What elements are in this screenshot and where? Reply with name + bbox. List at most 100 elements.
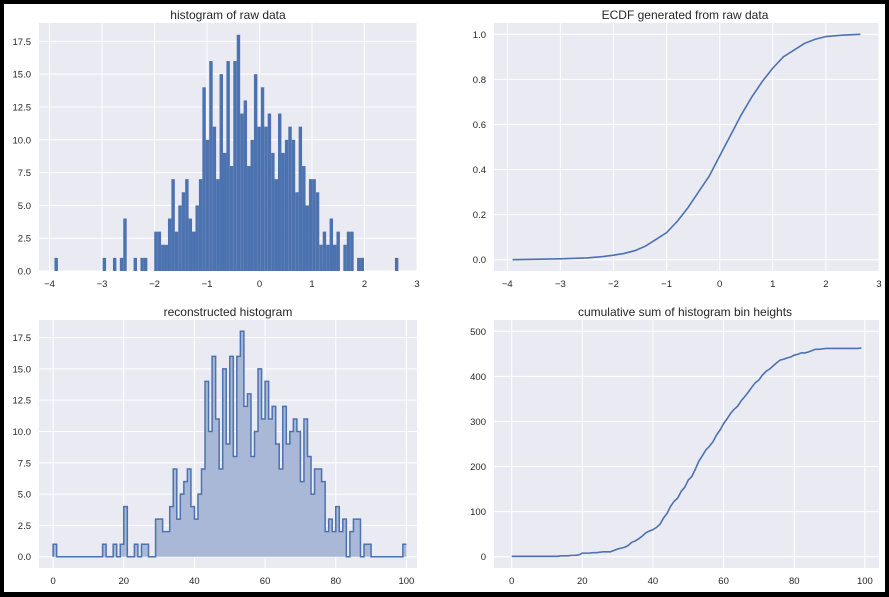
histogram-bar bbox=[308, 179, 313, 271]
histogram-bar bbox=[333, 244, 337, 271]
x-tick-label: −2 bbox=[608, 279, 619, 290]
histogram-bar bbox=[198, 179, 203, 271]
histogram-bar bbox=[357, 257, 361, 271]
histogram-bar bbox=[360, 257, 364, 271]
histogram-bar bbox=[271, 152, 275, 271]
histogram-bar bbox=[174, 231, 179, 271]
histogram-bar bbox=[226, 61, 230, 271]
histogram-bar bbox=[267, 113, 272, 272]
x-tick-label: 2 bbox=[362, 279, 367, 290]
histogram-bar bbox=[350, 231, 354, 271]
histogram-bar bbox=[305, 205, 309, 271]
histogram-bar bbox=[236, 34, 241, 271]
reconstructed-histogram-chart: 0 20 40 60 80 100 0.0 2.5 5.0 7.5 10.0 12.5 15.0 17.5… bbox=[13, 305, 417, 587]
ecdf-line bbox=[512, 33, 861, 261]
histogram-bar bbox=[298, 126, 303, 271]
histogram-bar bbox=[164, 244, 168, 271]
y-tick-label: 0.6 bbox=[473, 120, 486, 131]
histogram-bar bbox=[291, 139, 296, 271]
histogram-bar bbox=[185, 179, 189, 271]
figure-canvas: −4 −3 −2 −1 0 1 2 3 0.0 2.5 5.0 7.5 10.0 12.5 1 5.0 17.5… bbox=[13, 8, 882, 587]
histogram-bar bbox=[264, 126, 268, 271]
x-tick-label: 0 bbox=[509, 576, 514, 587]
chart-title: ECDF generated from raw data bbox=[602, 8, 769, 22]
x-tick-label: 0 bbox=[50, 576, 55, 587]
histogram-bar bbox=[253, 74, 258, 271]
histogram-bar bbox=[315, 192, 320, 271]
y-tick-label: 5.0 bbox=[18, 490, 31, 501]
x-tick-label: 60 bbox=[260, 576, 271, 587]
y-tick-label: 0.0 bbox=[18, 267, 31, 278]
plot-area bbox=[494, 320, 879, 568]
histogram-bar bbox=[140, 257, 144, 271]
histogram-bar bbox=[209, 61, 213, 271]
histogram-bar bbox=[322, 231, 327, 271]
histogram-bar bbox=[326, 244, 330, 271]
y-tick-label: 0.8 bbox=[473, 75, 486, 86]
x-tick-label: 1 bbox=[309, 279, 314, 290]
y-tick-label: 0.2 bbox=[473, 210, 486, 221]
histogram-bar bbox=[123, 218, 127, 271]
histogram-bar bbox=[281, 152, 285, 271]
x-tick-label: 60 bbox=[718, 576, 729, 587]
ecdf-chart: −4 −3 −2 −1 0 1 2 3 0.0 0.2 0.4 0.6 0.8 1.0 ECDF gener… bbox=[473, 8, 882, 290]
y-tick-label: 200 bbox=[470, 462, 486, 473]
y-tick-label: 2.5 bbox=[18, 521, 31, 532]
histogram-bar bbox=[295, 192, 299, 271]
histogram-bar bbox=[343, 244, 347, 271]
histogram-bar bbox=[278, 113, 282, 272]
x-tick-label: 100 bbox=[398, 576, 414, 587]
histogram-bar bbox=[133, 257, 138, 271]
x-tick-label: 80 bbox=[789, 576, 800, 587]
histogram-bar bbox=[243, 100, 248, 271]
x-tick-label: 1 bbox=[770, 279, 775, 290]
x-tick-label: 2 bbox=[823, 279, 828, 290]
histogram-bar bbox=[288, 126, 292, 271]
y-tick-label: 12.5 bbox=[13, 396, 32, 407]
y-tick-label: 100 bbox=[470, 507, 486, 518]
histogram-bar bbox=[394, 257, 399, 271]
x-tick-label: −4 bbox=[44, 279, 55, 290]
cumulative-sum-line bbox=[511, 347, 862, 558]
histogram-bar bbox=[250, 139, 254, 271]
histogram-bar bbox=[195, 205, 199, 271]
histogram-bar bbox=[102, 257, 107, 271]
y-tick-label: 1.0 bbox=[473, 30, 486, 41]
y-tick-label: 500 bbox=[470, 327, 486, 338]
histogram-bar bbox=[167, 218, 172, 271]
y-tick-label: 7.5 bbox=[18, 458, 31, 469]
histogram-bar bbox=[143, 257, 148, 271]
histogram-bar bbox=[229, 166, 234, 271]
x-tick-label: −3 bbox=[97, 279, 108, 290]
histogram-bar bbox=[346, 231, 351, 271]
x-tick-label: 20 bbox=[118, 576, 129, 587]
x-tick-label: 40 bbox=[648, 576, 659, 587]
x-tick-label: −1 bbox=[661, 279, 672, 290]
histogram-bar bbox=[161, 244, 165, 271]
histogram-bar bbox=[329, 218, 334, 271]
histogram-bar bbox=[171, 179, 175, 271]
histogram-bar bbox=[205, 139, 210, 271]
x-tick-label: 20 bbox=[577, 576, 588, 587]
y-tick-label: 10.0 bbox=[13, 135, 32, 146]
histogram-bar bbox=[274, 179, 279, 271]
y-tick-label: 12.5 bbox=[13, 102, 32, 113]
x-tick-label: 3 bbox=[414, 279, 419, 290]
histogram-bar bbox=[247, 166, 251, 271]
histogram-bar bbox=[192, 231, 196, 271]
y-tick-label: 17.5 bbox=[13, 37, 32, 48]
x-tick-label: 0 bbox=[717, 279, 722, 290]
histogram-bar bbox=[219, 74, 223, 271]
y-tick-label: 400 bbox=[470, 372, 486, 383]
histogram-bar bbox=[312, 179, 316, 271]
histogram-step-line bbox=[52, 330, 407, 558]
histogram-bar bbox=[212, 126, 217, 271]
y-tick-label: 5.0 bbox=[18, 201, 31, 212]
y-tick-label: 0 bbox=[481, 552, 486, 563]
y-tick-label: 300 bbox=[470, 417, 486, 428]
plot-area bbox=[494, 23, 879, 271]
x-tick-label: 3 bbox=[876, 279, 881, 290]
histogram-bar bbox=[260, 87, 265, 271]
histogram-bar bbox=[302, 166, 306, 271]
figure: −4 −3 −2 −1 0 1 2 3 0.0 2.5 5.0 7.5 10.0 12.5 1 5.0 17.5… bbox=[4, 4, 885, 592]
